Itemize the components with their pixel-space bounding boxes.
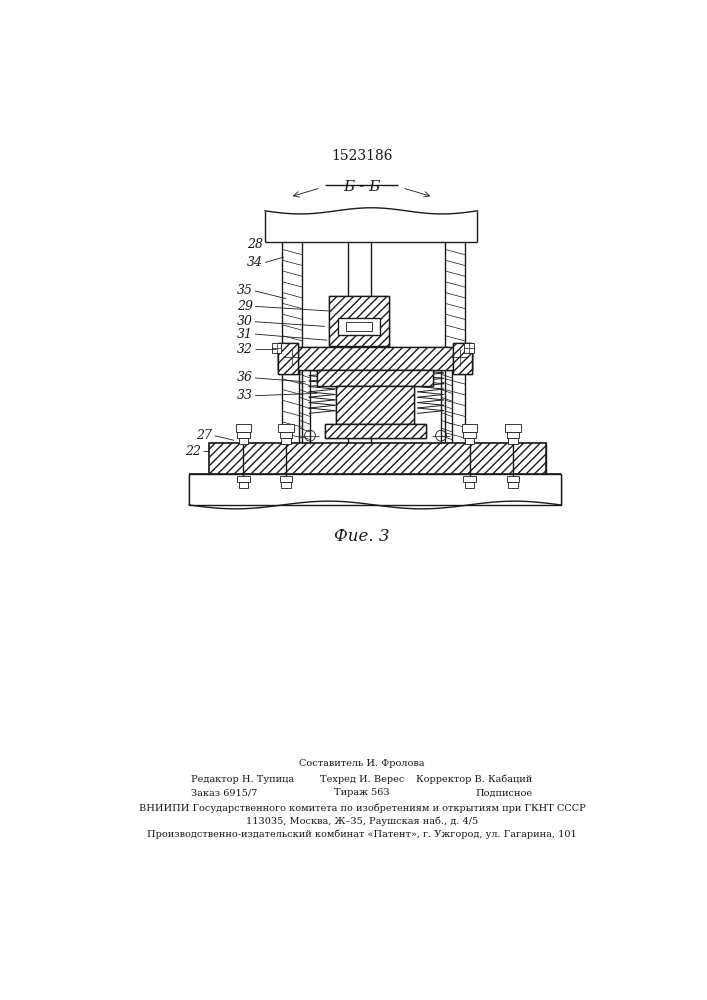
Text: Б - Б: Б - Б: [344, 180, 380, 194]
Text: ВНИИПИ Государственного комитета по изобретениям и открытиям при ГКНТ СССР: ВНИИПИ Государственного комитета по изоб…: [139, 804, 585, 813]
Text: Производственно-издательский комбинат «Патент», г. Ужгород, ул. Гагарина, 101: Производственно-издательский комбинат «П…: [147, 830, 577, 839]
Text: 1523186: 1523186: [331, 149, 392, 163]
Text: 35: 35: [237, 284, 252, 297]
Bar: [464, 343, 474, 353]
Text: 34: 34: [247, 256, 263, 269]
Bar: [337, 386, 414, 424]
Text: 31: 31: [237, 328, 252, 341]
Text: Техред И. Верес: Техред И. Верес: [320, 774, 404, 784]
Bar: [279, 347, 472, 370]
Text: 33: 33: [237, 389, 252, 402]
Bar: [452, 343, 472, 374]
Bar: [237, 432, 250, 438]
Bar: [266, 212, 477, 241]
Bar: [508, 438, 518, 444]
Bar: [209, 443, 546, 476]
Bar: [272, 343, 281, 353]
Text: Тираж 563: Тираж 563: [334, 788, 390, 797]
Bar: [462, 424, 477, 432]
Bar: [239, 482, 248, 488]
Text: 113035, Москва, Ж–35, Раушская наб., д. 4/5: 113035, Москва, Ж–35, Раушская наб., д. …: [246, 817, 478, 826]
Text: 27: 27: [197, 429, 212, 442]
Bar: [235, 424, 251, 432]
Bar: [464, 432, 476, 438]
Bar: [338, 318, 380, 335]
Bar: [346, 322, 372, 331]
Bar: [329, 296, 389, 346]
Text: Заказ 6915/7: Заказ 6915/7: [192, 788, 258, 797]
Bar: [508, 482, 518, 488]
Bar: [465, 482, 474, 488]
Bar: [465, 438, 474, 444]
Bar: [507, 432, 519, 438]
Bar: [279, 343, 298, 374]
Text: Составитель И. Фролова: Составитель И. Фролова: [299, 759, 425, 768]
Bar: [239, 438, 248, 444]
Bar: [337, 386, 414, 424]
Bar: [237, 476, 250, 482]
Bar: [507, 476, 519, 482]
Bar: [281, 438, 291, 444]
Bar: [317, 370, 433, 386]
Bar: [280, 432, 292, 438]
Bar: [317, 370, 433, 386]
Bar: [464, 476, 476, 482]
Text: 32: 32: [237, 343, 252, 356]
Bar: [325, 424, 426, 438]
Text: 28: 28: [247, 238, 263, 251]
Text: 30: 30: [237, 315, 252, 328]
Bar: [209, 443, 546, 476]
Bar: [279, 343, 298, 374]
Text: Фие. 3: Фие. 3: [334, 528, 390, 545]
Bar: [279, 347, 472, 370]
Text: Редактор Н. Тупица: Редактор Н. Тупица: [192, 774, 295, 784]
Bar: [280, 476, 292, 482]
Bar: [281, 482, 291, 488]
Bar: [329, 296, 389, 346]
Text: 29: 29: [237, 300, 252, 313]
Bar: [506, 424, 521, 432]
Text: Корректор В. Кабаций: Корректор В. Кабаций: [416, 774, 532, 784]
Bar: [452, 343, 472, 374]
Text: Подписное: Подписное: [475, 788, 532, 797]
Text: 22: 22: [185, 445, 201, 458]
Bar: [325, 424, 426, 438]
Text: 36: 36: [237, 371, 252, 384]
Bar: [279, 424, 293, 432]
Bar: [189, 474, 561, 505]
